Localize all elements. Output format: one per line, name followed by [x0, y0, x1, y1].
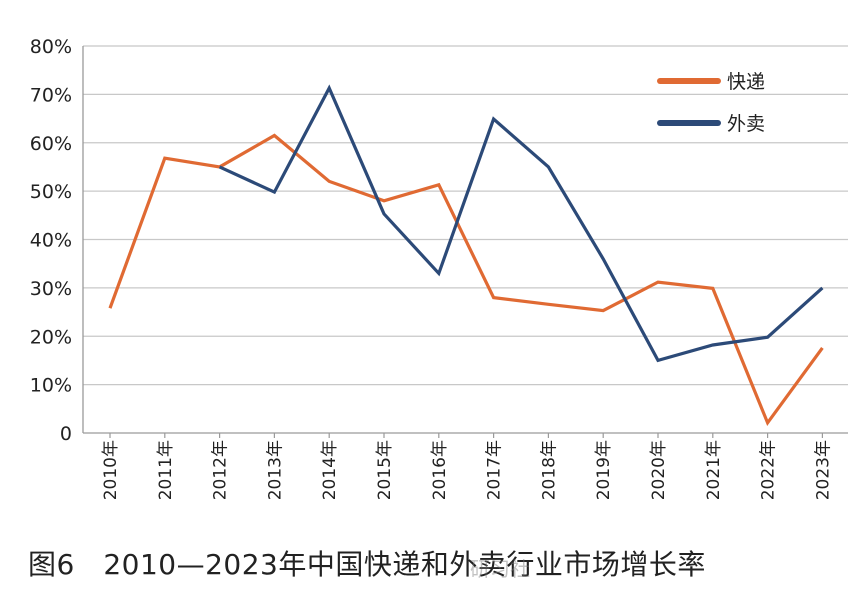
- watermark: 研习社: [470, 557, 530, 581]
- y-tick-label: 60%: [30, 133, 72, 155]
- y-tick-label: 0: [60, 423, 72, 445]
- x-tick-labels: 2010年 2011年 2012年 2013年 2014年 2015年 2016年 2017年…: [101, 440, 833, 500]
- x-tick-label: 2013年: [265, 440, 285, 500]
- x-tick-label: 2010年: [101, 440, 121, 500]
- legend-label: 快递: [727, 71, 765, 93]
- line-chart: 0 10% 20% 30% 40% 50% 60% 70% 80% 2010年 2011年 2012…: [30, 36, 848, 500]
- x-tick-label: 2014年: [320, 440, 340, 500]
- grid-lines: [83, 45, 848, 386]
- y-tick-label: 40%: [30, 230, 72, 252]
- x-tick-label: 2022年: [759, 440, 779, 500]
- y-tick-labels: 0 10% 20% 30% 40% 50% 60% 70% 80%: [30, 36, 72, 445]
- y-tick-label: 80%: [30, 36, 72, 58]
- x-tick-label: 2015年: [375, 440, 395, 500]
- y-tick-label: 10%: [30, 375, 72, 397]
- series-line-快递: [108, 133, 824, 427]
- x-tick-label: 2011年: [156, 440, 176, 500]
- x-tick-label: 2023年: [813, 440, 833, 500]
- y-tick-label: 30%: [30, 278, 72, 300]
- legend-label: 外卖: [727, 113, 765, 135]
- x-tick-label: 2018年: [539, 440, 559, 500]
- y-tick-label: 70%: [30, 84, 72, 106]
- y-tick-label: 20%: [30, 326, 72, 348]
- x-tick-label: 2019年: [594, 440, 614, 500]
- x-tick-label: 2012年: [211, 440, 231, 500]
- chart-title: 图6 2010—2023年中国快递和外卖行业市场增长率: [28, 548, 706, 581]
- axes: [82, 46, 848, 438]
- x-tick-label: 2016年: [430, 440, 450, 500]
- x-tick-label: 2021年: [704, 440, 724, 500]
- series-lines: [108, 84, 824, 427]
- x-tick-label: 2020年: [649, 440, 669, 500]
- x-tick-label: 2017年: [485, 440, 505, 500]
- y-tick-label: 50%: [30, 181, 72, 203]
- series-line-外卖: [218, 84, 824, 363]
